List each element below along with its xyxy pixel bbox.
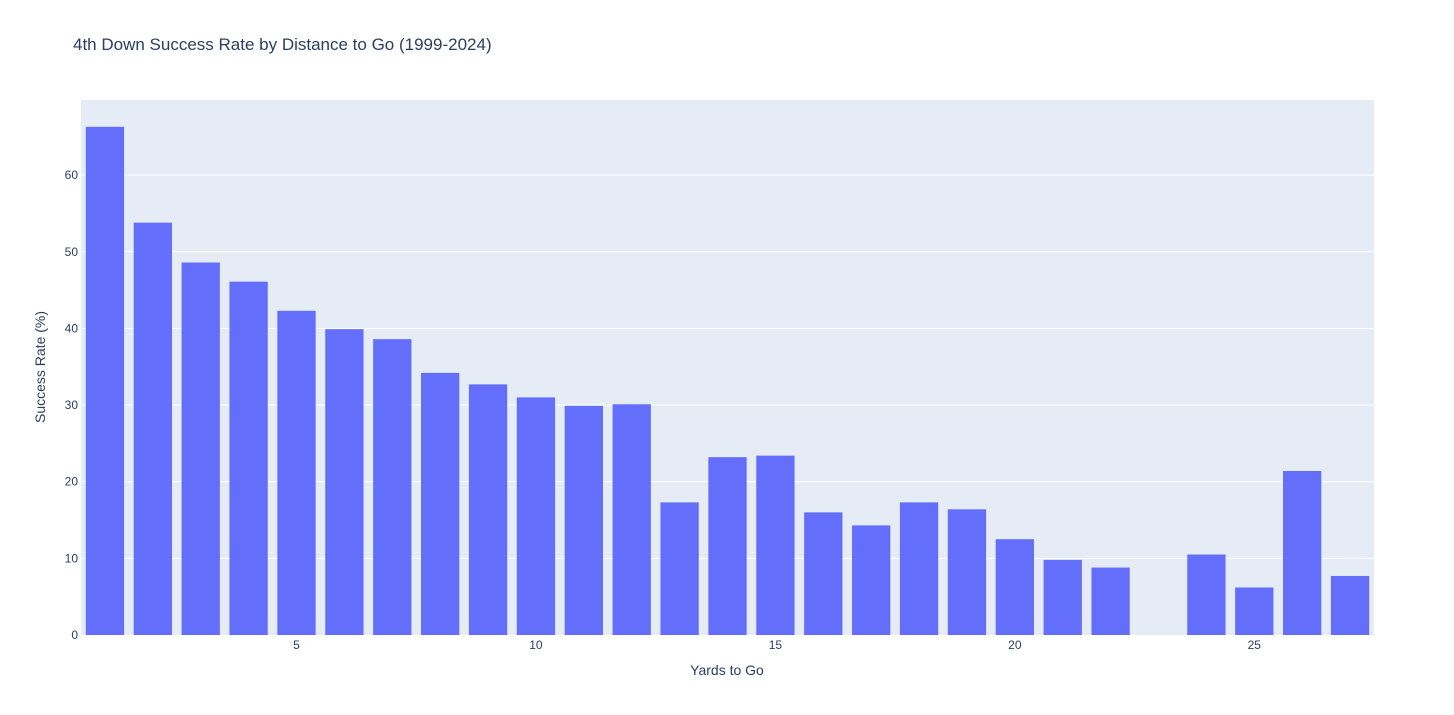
bar[interactable] (1187, 554, 1226, 635)
bar[interactable] (373, 339, 412, 635)
y-tick-label: 10 (65, 551, 79, 565)
x-tick-label: 10 (529, 638, 543, 652)
bar[interactable] (325, 329, 364, 635)
bar[interactable] (421, 372, 460, 635)
y-tick-label: 30 (65, 398, 79, 412)
bar[interactable] (947, 509, 987, 635)
bar[interactable] (1043, 559, 1082, 635)
y-tick-label: 0 (71, 628, 78, 642)
y-tick-label: 20 (65, 475, 79, 489)
bar[interactable] (181, 262, 220, 635)
y-tick-label: 50 (65, 245, 79, 259)
bar[interactable] (899, 502, 939, 635)
y-axis-title: Success Rate (%) (32, 311, 48, 423)
bar[interactable] (708, 457, 747, 635)
bar[interactable] (277, 310, 316, 635)
bar[interactable] (852, 525, 891, 635)
x-tick-label: 25 (1248, 638, 1262, 652)
bar[interactable] (612, 404, 651, 635)
x-tick-label: 20 (1008, 638, 1022, 652)
bar[interactable] (133, 222, 172, 635)
bar[interactable] (1091, 567, 1130, 635)
x-tick-label: 15 (769, 638, 783, 652)
y-axis-ticks: 0 10 20 30 40 50 60 (65, 168, 79, 642)
bar[interactable] (229, 281, 268, 635)
bar[interactable] (564, 405, 603, 635)
bar[interactable] (468, 384, 508, 635)
x-tick-label: 5 (293, 638, 300, 652)
chart-title: 4th Down Success Rate by Distance to Go … (73, 35, 492, 54)
x-axis-title: Yards to Go (690, 662, 764, 678)
bar[interactable] (1283, 470, 1322, 635)
bars (85, 126, 1370, 635)
bar[interactable] (1235, 587, 1274, 635)
bar[interactable] (1330, 575, 1370, 635)
y-tick-label: 60 (65, 168, 79, 182)
bar[interactable] (516, 397, 556, 635)
bar[interactable] (660, 502, 699, 635)
y-tick-label: 40 (65, 321, 79, 335)
x-axis-ticks: 5 10 15 20 25 (293, 638, 1261, 652)
bar[interactable] (804, 512, 843, 635)
bar[interactable] (85, 126, 125, 635)
bar[interactable] (756, 455, 795, 635)
bar[interactable] (995, 539, 1034, 635)
